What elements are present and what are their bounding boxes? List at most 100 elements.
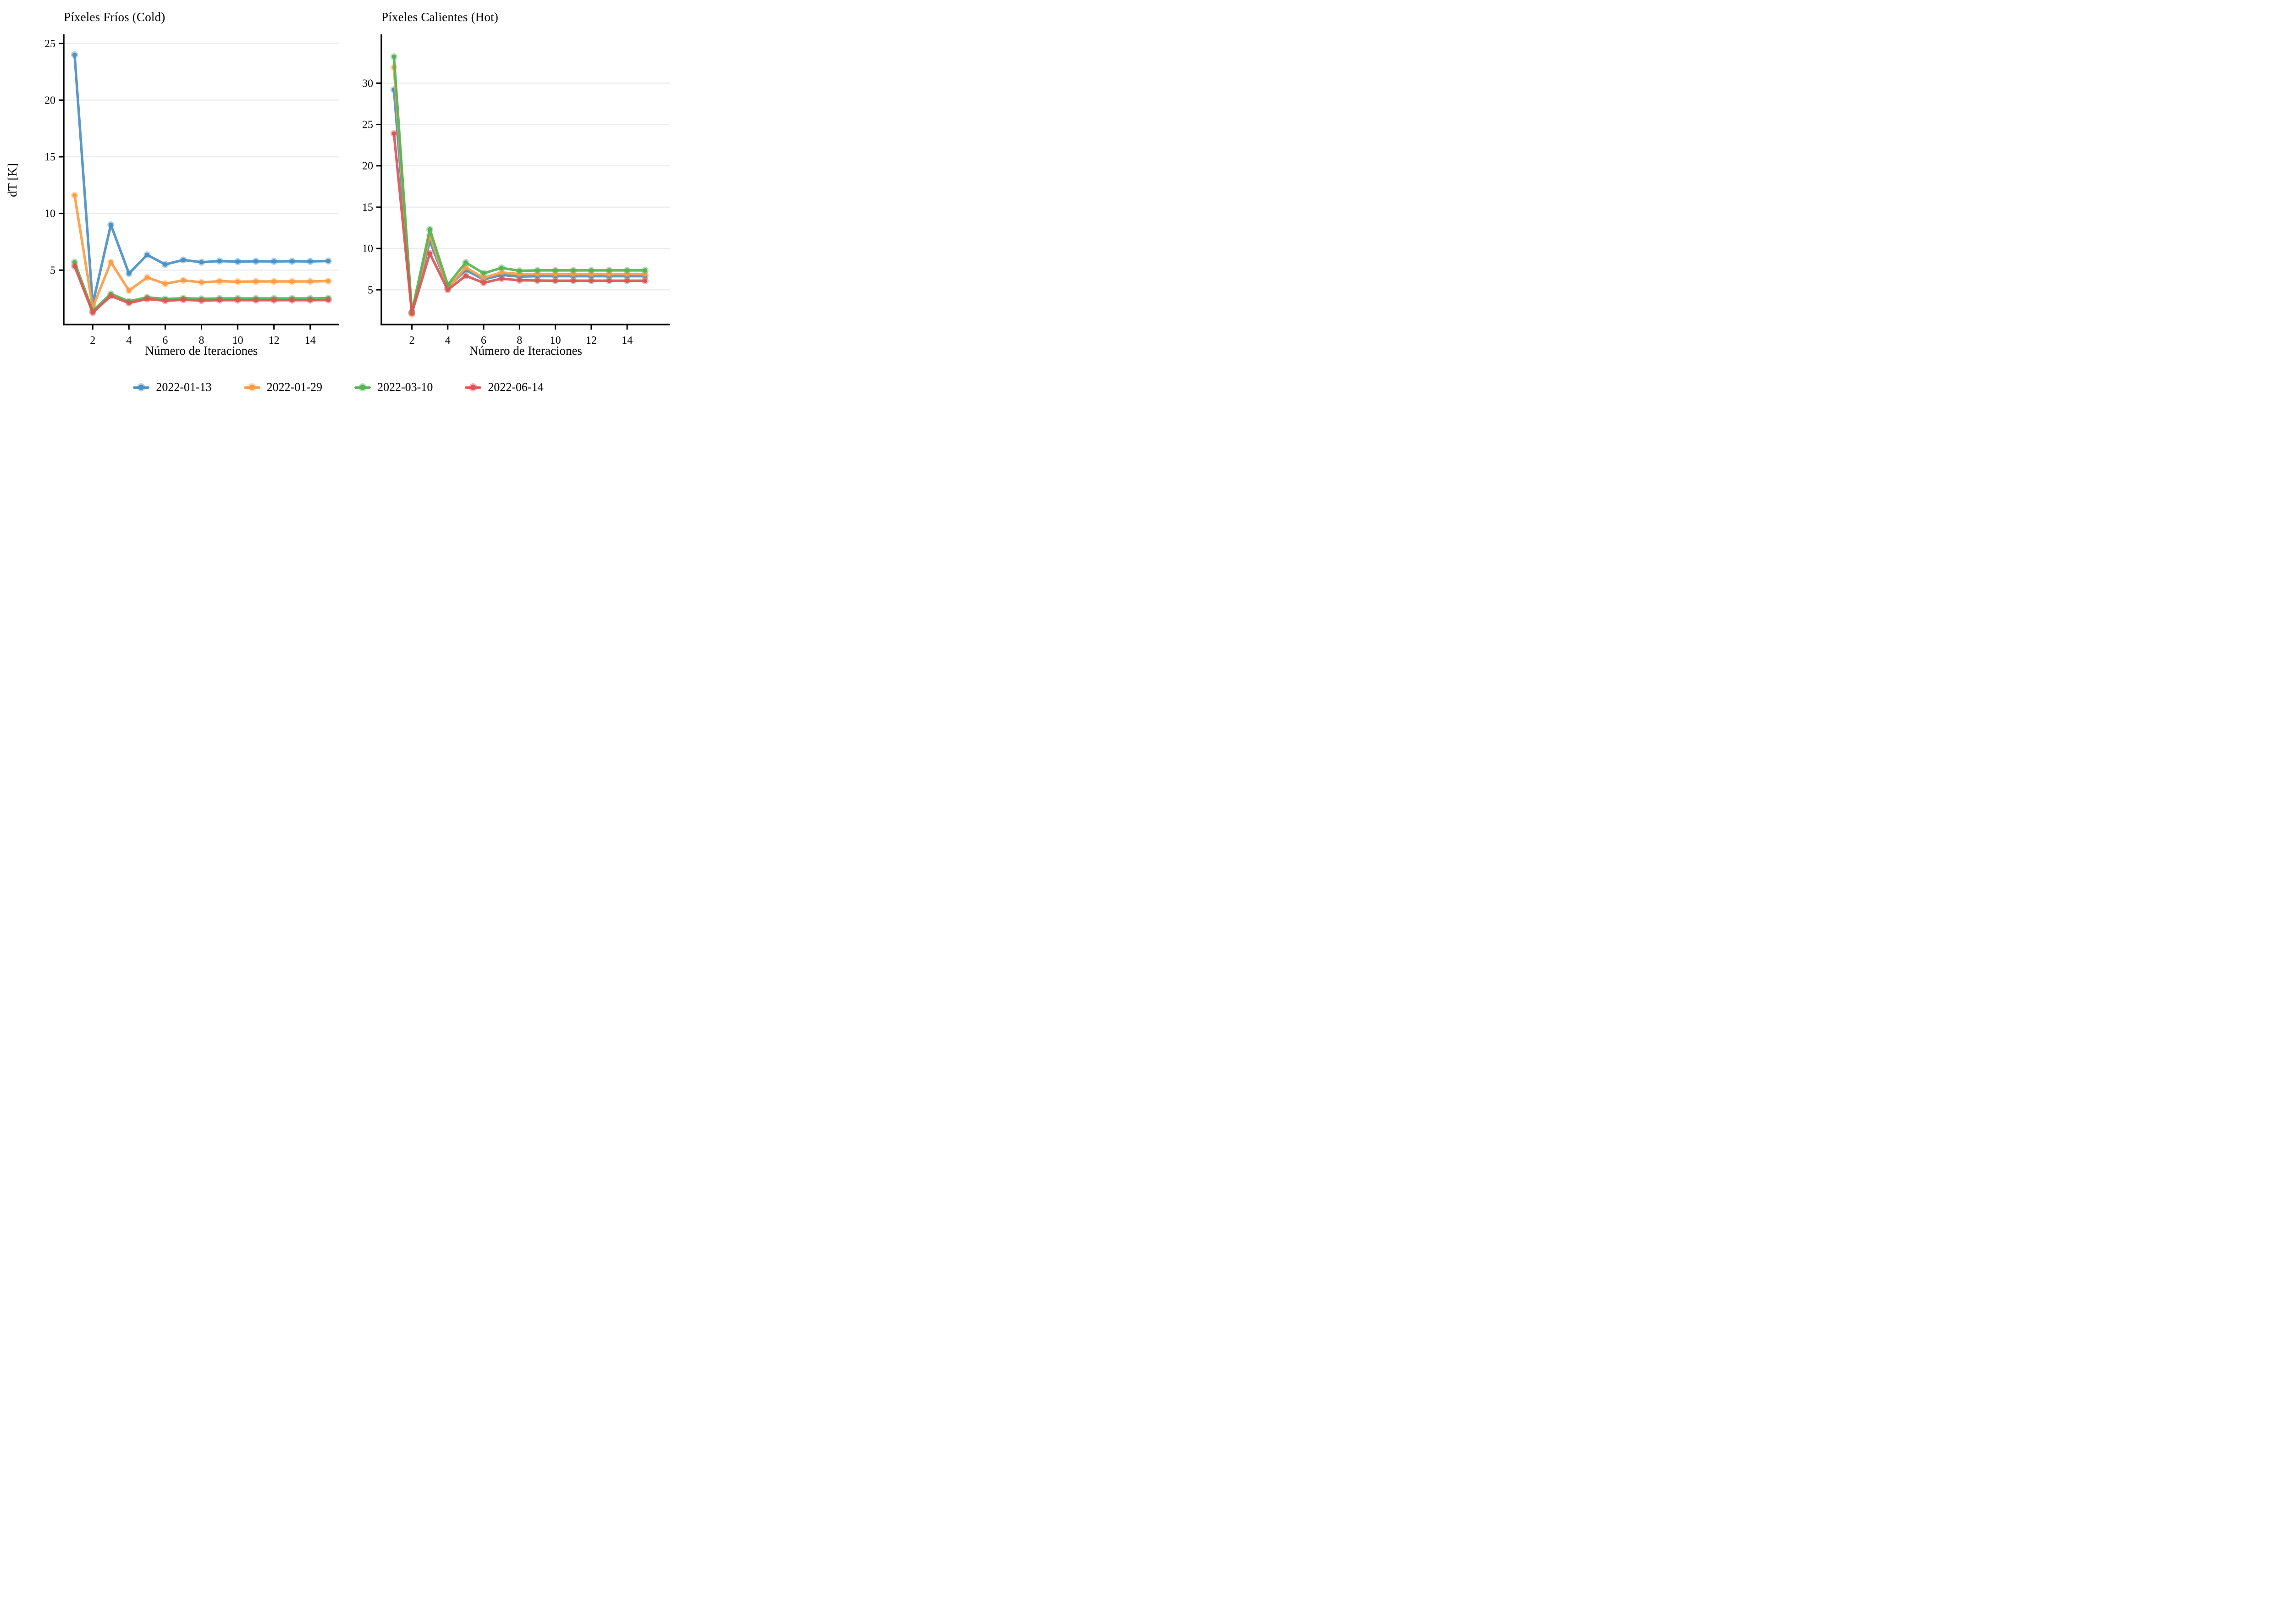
data-point — [72, 52, 77, 57]
y-tick-label: 15 — [362, 202, 373, 214]
x-tick-label: 10 — [232, 335, 243, 347]
series-line — [73, 264, 330, 314]
data-point — [308, 298, 313, 303]
chart-title-hot: Píxeles Calientes (Hot) — [381, 10, 499, 24]
data-point — [271, 259, 276, 264]
x-tick-label: 10 — [550, 335, 561, 347]
data-point — [199, 260, 204, 264]
data-point — [109, 293, 113, 298]
data-point — [72, 264, 77, 269]
data-point — [571, 278, 576, 283]
hot-pixels-chart: 5 10 15 20 25 30 2 4 6 8 10 12 14 — [362, 34, 670, 347]
x-tick-label: 2 — [90, 335, 95, 347]
data-point — [181, 258, 186, 262]
data-point — [625, 272, 629, 276]
data-point — [235, 279, 240, 284]
legend-line-dot-icon — [243, 383, 260, 392]
data-point — [391, 131, 397, 136]
data-point — [517, 272, 522, 276]
chart-title-cold: Píxeles Fríos (Cold) — [64, 10, 165, 24]
data-point — [199, 298, 204, 303]
y-tick-label: 5 — [368, 284, 373, 296]
data-point — [127, 301, 132, 305]
data-point — [643, 272, 648, 276]
data-point — [326, 297, 331, 303]
y-tick-label: 25 — [362, 119, 373, 131]
data-point — [217, 259, 222, 264]
data-point — [481, 275, 486, 280]
y-tick-label: 10 — [362, 243, 373, 255]
y-tick-label: 30 — [362, 77, 373, 89]
data-point — [409, 310, 414, 315]
data-point — [625, 268, 629, 273]
data-point — [499, 276, 504, 281]
data-point — [463, 273, 468, 278]
data-point — [127, 271, 132, 276]
x-tick-label: 8 — [517, 335, 522, 347]
data-point — [217, 298, 222, 303]
data-point — [607, 268, 612, 273]
data-point — [499, 270, 504, 275]
y-tick-label: 5 — [50, 264, 55, 276]
data-point — [109, 260, 113, 264]
data-point — [607, 278, 612, 283]
x-tick-label: 6 — [481, 335, 486, 347]
data-point — [127, 288, 132, 293]
data-point — [290, 279, 294, 284]
data-point — [145, 253, 149, 257]
data-point — [253, 279, 258, 284]
y-tick-label: 10 — [44, 208, 55, 220]
data-point — [553, 268, 558, 273]
y-tick-label: 20 — [44, 94, 55, 106]
data-point — [326, 259, 331, 264]
x-tick-label: 6 — [162, 335, 168, 347]
x-tick-label: 4 — [126, 335, 132, 347]
data-point — [589, 272, 594, 276]
data-point — [643, 278, 648, 283]
data-point — [571, 268, 576, 273]
data-point — [427, 227, 432, 232]
data-point — [445, 287, 450, 292]
data-point — [463, 260, 468, 265]
data-point — [643, 268, 648, 273]
data-point — [553, 272, 558, 276]
legend-line-dot-icon — [354, 383, 371, 392]
legend-label: 2022-03-10 — [377, 380, 433, 394]
x-tick-label: 12 — [586, 335, 597, 347]
y-axis-label: dT [K] — [6, 163, 19, 197]
data-point — [463, 265, 468, 270]
data-point — [290, 298, 294, 303]
data-point — [271, 298, 276, 303]
data-point — [235, 259, 240, 264]
legend-item: 2022-01-29 — [243, 380, 322, 394]
data-point — [109, 222, 113, 227]
data-point — [481, 271, 486, 275]
legend-item: 2022-03-10 — [354, 380, 433, 394]
data-point — [589, 278, 594, 283]
figure: Píxeles Fríos (Cold) Píxeles Calientes (… — [0, 0, 677, 406]
data-point — [90, 310, 95, 315]
series-2022-01-29 — [71, 192, 332, 311]
legend-label: 2022-01-29 — [266, 380, 322, 394]
data-point — [481, 281, 486, 285]
data-point — [535, 268, 540, 273]
x-tick-label: 14 — [622, 335, 633, 347]
data-point — [145, 297, 149, 302]
data-point — [163, 262, 168, 267]
data-point — [290, 259, 294, 264]
data-point — [308, 259, 313, 264]
data-point — [253, 259, 258, 264]
series-2022-06-14 — [71, 263, 332, 316]
legend-line-dot-icon — [133, 383, 150, 392]
legend-label: 2022-06-14 — [488, 380, 544, 394]
data-point — [145, 275, 149, 280]
legend-item: 2022-01-13 — [133, 380, 212, 394]
data-point — [163, 281, 168, 286]
plot-canvas: 5 10 15 20 25 2 4 6 8 10 12 14 5 10 15 20 25 30 2 4 6 8 10 12 14 — [44, 34, 670, 347]
series-line — [73, 194, 330, 309]
data-point — [553, 278, 558, 283]
series-2022-06-14 — [390, 130, 649, 317]
y-tick-label: 15 — [44, 151, 55, 163]
legend: 2022-01-13 2022-01-29 2022-03-10 2022-06… — [0, 380, 677, 394]
data-point — [72, 260, 77, 264]
